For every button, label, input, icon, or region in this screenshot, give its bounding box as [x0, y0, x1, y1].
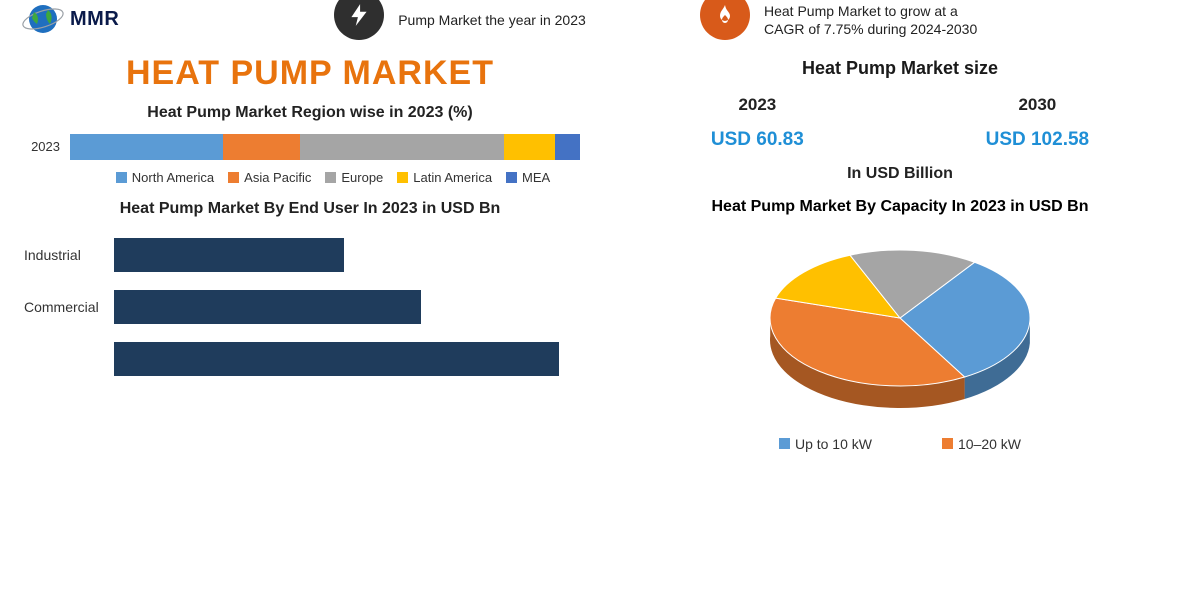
legend-label: MEA [522, 170, 550, 185]
region-segment [504, 134, 555, 160]
hbar-track [114, 342, 574, 376]
legend-swatch [116, 172, 127, 183]
globe-icon [20, 0, 66, 38]
capacity-pie-legend: Up to 10 kW 10–20 kW [620, 436, 1180, 452]
legend-item: Up to 10 kW [779, 436, 872, 452]
stat-right-line1: Heat Pump Market to grow at a [764, 3, 958, 19]
enduser-chart-title: Heat Pump Market By End User In 2023 in … [20, 199, 600, 220]
legend-item: North America [116, 170, 214, 185]
region-segment [223, 134, 300, 160]
stat-left-text: Pump Market the year in 2023 [398, 11, 586, 29]
region-stacked-bar: 2023 [20, 134, 600, 160]
stat-right-text: Heat Pump Market to grow at a CAGR of 7.… [764, 2, 977, 38]
market-size-value: USD 60.83 [711, 129, 804, 151]
region-legend: North America Asia Pacific Europe Latin Ame… [66, 170, 600, 185]
top-stats-row: MMR Pump Market the year in 2023 Heat Pu… [0, 0, 1200, 50]
legend-item: MEA [506, 170, 550, 185]
legend-label: 10–20 kW [958, 436, 1021, 452]
legend-label: North America [132, 170, 214, 185]
legend-swatch [779, 438, 790, 449]
hbar-label: Industrial [24, 247, 114, 263]
legend-swatch [506, 172, 517, 183]
legend-swatch [942, 438, 953, 449]
stat-left: Pump Market the year in 2023 [220, 0, 700, 40]
region-segment [300, 134, 504, 160]
legend-label: Latin America [413, 170, 492, 185]
hbar-track [114, 238, 574, 272]
hbar-row: Commercial [24, 290, 600, 324]
legend-item: Latin America [397, 170, 492, 185]
region-segment [70, 134, 223, 160]
capacity-pie-title: Heat Pump Market By Capacity In 2023 in … [620, 197, 1180, 218]
market-size-unit: In USD Billion [620, 165, 1180, 183]
page-title: HEAT PUMP MARKET [20, 54, 600, 93]
legend-item: Europe [325, 170, 383, 185]
enduser-chart: Industrial Commercial [20, 238, 600, 376]
market-size-cell: 2023 USD 60.83 [711, 95, 804, 151]
stat-right-line2: CAGR of 7.75% during 2024-2030 [764, 21, 977, 37]
hbar-label: Commercial [24, 299, 114, 315]
legend-swatch [397, 172, 408, 183]
hbar [114, 290, 421, 324]
logo-text: MMR [70, 8, 119, 31]
hbar-track [114, 290, 574, 324]
legend-swatch [325, 172, 336, 183]
region-segment [555, 134, 581, 160]
legend-label: Up to 10 kW [795, 436, 872, 452]
market-size-year: 2030 [986, 95, 1090, 115]
stat-right: Heat Pump Market to grow at a CAGR of 7.… [700, 0, 1180, 40]
capacity-pie [620, 226, 1180, 426]
market-size-value: USD 102.58 [986, 129, 1090, 151]
hbar [114, 238, 344, 272]
legend-label: Asia Pacific [244, 170, 311, 185]
market-size-grid: 2023 USD 60.83 2030 USD 102.58 [620, 95, 1180, 151]
right-column: Heat Pump Market size 2023 USD 60.83 2030 U… [620, 50, 1180, 590]
hbar-row: Industrial [24, 238, 600, 272]
hbar-row [24, 342, 600, 376]
market-size-title: Heat Pump Market size [620, 58, 1180, 79]
region-ylabel: 2023 [20, 139, 60, 154]
bolt-icon [334, 0, 384, 40]
legend-item: 10–20 kW [942, 436, 1021, 452]
main-grid: HEAT PUMP MARKET Heat Pump Market Region… [0, 50, 1200, 590]
hbar [114, 342, 559, 376]
logo: MMR [20, 0, 220, 38]
legend-label: Europe [341, 170, 383, 185]
legend-item: Asia Pacific [228, 170, 311, 185]
flame-icon [700, 0, 750, 40]
market-size-cell: 2030 USD 102.58 [986, 95, 1090, 151]
region-chart-title: Heat Pump Market Region wise in 2023 (%) [20, 103, 600, 124]
legend-swatch [228, 172, 239, 183]
market-size-year: 2023 [711, 95, 804, 115]
left-column: HEAT PUMP MARKET Heat Pump Market Region… [20, 50, 600, 590]
